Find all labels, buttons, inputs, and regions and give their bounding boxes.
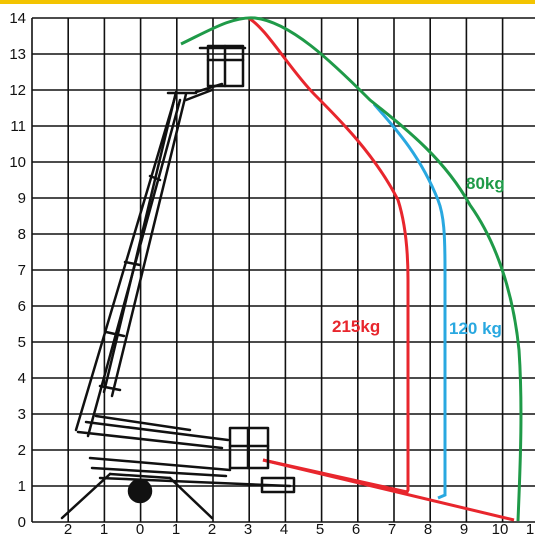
upper-boom xyxy=(102,82,224,398)
top-accent-bar xyxy=(0,0,535,4)
grid xyxy=(31,17,535,523)
label-120kg: 120 kg xyxy=(449,319,502,338)
x-tick-label: 6 xyxy=(352,521,360,538)
y-tick-label: 5 xyxy=(18,334,26,351)
x-tick-label: 4 xyxy=(280,521,288,538)
x-tick-label: 2 xyxy=(208,521,216,538)
x-axis-ticks: 2 1 0 1 2 3 4 5 6 7 8 9 10 1 xyxy=(64,521,534,538)
lower-boom xyxy=(74,92,182,438)
y-tick-label: 0 xyxy=(18,514,26,531)
y-tick-label: 8 xyxy=(18,226,26,243)
x-tick-label: 7 xyxy=(388,521,396,538)
curve-120kg xyxy=(372,103,447,500)
y-tick-label: 12 xyxy=(9,82,26,99)
x-tick-label: 1 xyxy=(526,521,534,538)
y-tick-label: 2 xyxy=(18,442,26,459)
x-tick-label: 8 xyxy=(424,521,432,538)
y-tick-label: 4 xyxy=(18,370,26,387)
label-215kg: 215kg xyxy=(332,317,380,336)
x-tick-label: 1 xyxy=(100,521,108,538)
curve-215kg xyxy=(247,16,410,494)
label-80kg: 80kg xyxy=(466,174,505,193)
boom-lift-illustration xyxy=(60,44,296,520)
x-tick-label: 2 xyxy=(64,521,72,538)
x-tick-label: 10 xyxy=(492,521,509,538)
y-tick-label: 7 xyxy=(18,262,26,279)
wheel xyxy=(127,478,153,504)
y-tick-label: 6 xyxy=(18,298,26,315)
x-tick-label: 0 xyxy=(136,521,144,538)
curve-80kg xyxy=(180,16,523,522)
y-tick-label: 3 xyxy=(18,406,26,423)
y-tick-label: 1 xyxy=(18,478,26,495)
upper-platform xyxy=(198,44,247,88)
y-tick-label: 11 xyxy=(10,118,26,135)
x-tick-label: 9 xyxy=(460,521,468,538)
lower-platform xyxy=(228,426,270,470)
floor-line-215kg xyxy=(262,458,515,522)
y-tick-label: 10 xyxy=(9,154,26,171)
y-tick-label: 14 xyxy=(9,10,26,27)
x-tick-label: 1 xyxy=(172,521,180,538)
x-tick-label: 3 xyxy=(244,521,252,538)
jib-arm xyxy=(76,414,230,450)
y-tick-label: 9 xyxy=(18,190,26,207)
y-tick-label: 13 xyxy=(9,46,26,63)
chassis xyxy=(60,456,296,520)
x-tick-label: 5 xyxy=(316,521,324,538)
